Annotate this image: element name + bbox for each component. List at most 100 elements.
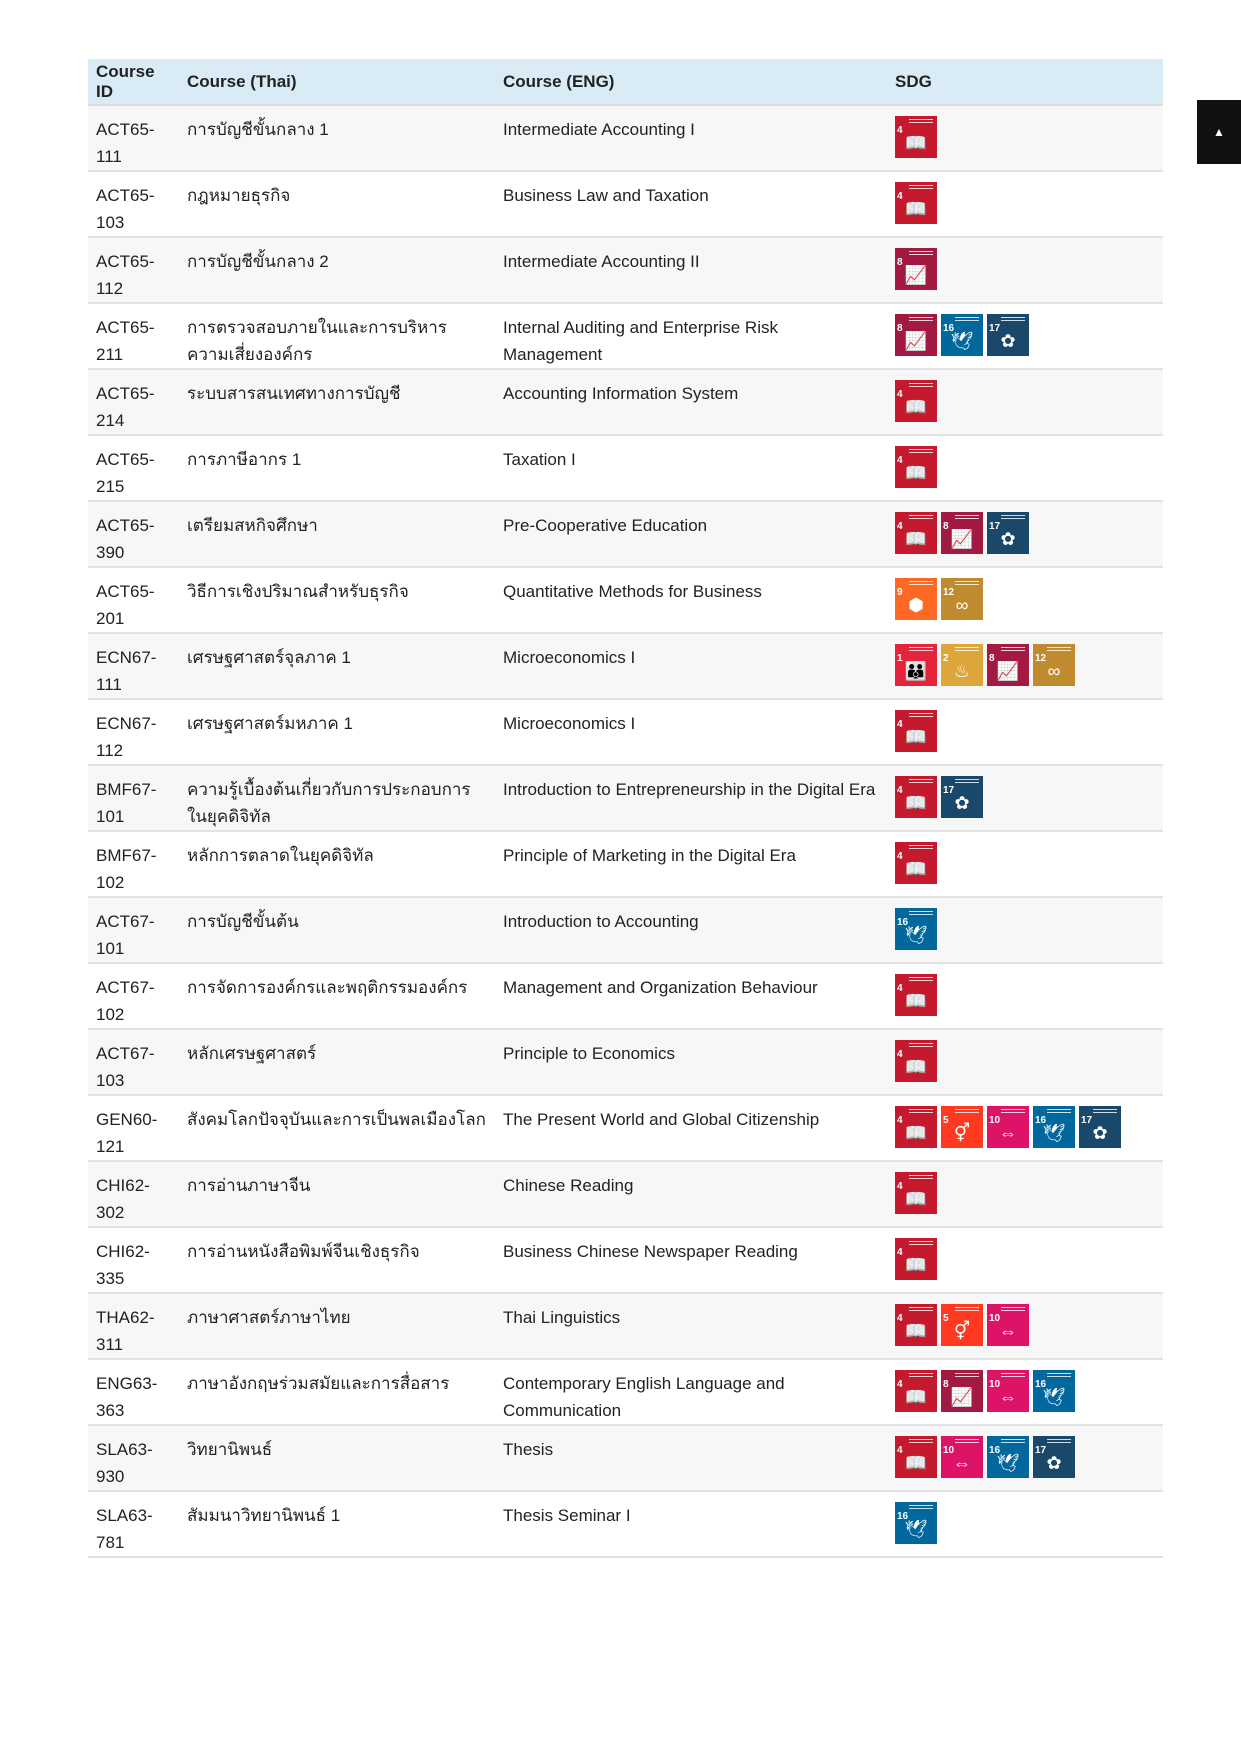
sdg-16-dove-icon[interactable]: 16 🕊 xyxy=(895,1502,937,1544)
sdg-4-book-icon[interactable]: 4 📖 xyxy=(895,1172,937,1214)
sdg-4-book-icon[interactable]: 4 📖 xyxy=(895,1436,937,1478)
sdg-17-flower-rings-icon[interactable]: 17 ✿ xyxy=(1033,1436,1075,1478)
sdg-list: 4 📖 8 📈 10 ⇔ 16 🕊 xyxy=(895,1370,1155,1412)
cell-id: ACT67-103 xyxy=(88,1029,179,1096)
sdg-list: 4 📖 xyxy=(895,842,1155,884)
sdg-10-inequality-arrows-icon[interactable]: 10 ⇔ xyxy=(987,1106,1029,1148)
sdg-4-book-icon[interactable]: 4 📖 xyxy=(895,842,937,884)
sdg-number: 4 xyxy=(897,719,903,730)
sdg-4-book-icon[interactable]: 4 📖 xyxy=(895,1238,937,1280)
sdg-8-growth-chart-icon[interactable]: 8 📈 xyxy=(987,644,1029,686)
sdg-1-people-icon[interactable]: 1 👪 xyxy=(895,644,937,686)
sdg-17-flower-rings-icon[interactable]: 17 ✿ xyxy=(941,776,983,818)
cell-eng: Management and Organization Behaviour xyxy=(495,963,887,1030)
sdg-number: 16 xyxy=(1035,1379,1047,1390)
sdg-4-book-icon[interactable]: 4 📖 xyxy=(895,1370,937,1412)
sdg-number: 2 xyxy=(943,653,949,664)
sdg-number: 4 xyxy=(897,191,903,202)
sdg-4-book-icon[interactable]: 4 📖 xyxy=(895,116,937,158)
sdg-4-book-icon[interactable]: 4 📖 xyxy=(895,512,937,554)
sdg-17-flower-rings-icon[interactable]: 17 ✿ xyxy=(987,314,1029,356)
table-row: GEN60-121 สังคมโลกปัจจุบันและการเป็นพลเมื… xyxy=(88,1095,1163,1162)
cell-thai: วิทยานิพนธ์ xyxy=(179,1425,495,1492)
sdg-title-lines xyxy=(1001,1307,1025,1311)
sdg-list: 4 📖 xyxy=(895,182,1155,224)
sdg-list: 1 👪 2 ♨ 8 📈 12 ∞ xyxy=(895,644,1155,686)
table-row: ECN67-112 เศรษฐศาสตร์มหภาค 1 Microeconomic… xyxy=(88,699,1163,766)
sdg-list: 4 📖 17 ✿ xyxy=(895,776,1155,818)
sdg-title-lines xyxy=(909,647,933,651)
sdg-16-dove-icon[interactable]: 16 🕊 xyxy=(941,314,983,356)
book-icon: 📖 xyxy=(904,397,928,417)
sdg-10-inequality-arrows-icon[interactable]: 10 ⇔ xyxy=(987,1370,1029,1412)
dove-icon: 🕊 xyxy=(996,1453,1020,1473)
sdg-10-inequality-arrows-icon[interactable]: 10 ⇔ xyxy=(987,1304,1029,1346)
cell-eng: Intermediate Accounting I xyxy=(495,105,887,172)
cell-thai: ความรู้เบื้องต้นเกี่ยวกับการประกอบการในย… xyxy=(179,765,495,832)
sdg-4-book-icon[interactable]: 4 📖 xyxy=(895,182,937,224)
cell-thai: หลักการตลาดในยุคดิจิทัล xyxy=(179,831,495,898)
scroll-to-top-button[interactable]: ▲ xyxy=(1197,100,1241,164)
sdg-8-growth-chart-icon[interactable]: 8 📈 xyxy=(895,314,937,356)
sdg-4-book-icon[interactable]: 4 📖 xyxy=(895,710,937,752)
header-course-id: Course ID xyxy=(88,59,179,106)
sdg-8-growth-chart-icon[interactable]: 8 📈 xyxy=(941,512,983,554)
flower-rings-icon: ✿ xyxy=(1000,331,1016,351)
sdg-4-book-icon[interactable]: 4 📖 xyxy=(895,1040,937,1082)
sdg-8-growth-chart-icon[interactable]: 8 📈 xyxy=(941,1370,983,1412)
table-row: ACT65-112 การบัญชีขั้นกลาง 2 Intermediate … xyxy=(88,237,1163,304)
cell-thai: การอ่านหนังสือพิมพ์จีนเชิงธุรกิจ xyxy=(179,1227,495,1294)
sdg-17-flower-rings-icon[interactable]: 17 ✿ xyxy=(1079,1106,1121,1148)
sdg-5-gender-equality-icon[interactable]: 5 ⚥ xyxy=(941,1304,983,1346)
sdg-12-infinity-icon[interactable]: 12 ∞ xyxy=(941,578,983,620)
sdg-number: 16 xyxy=(943,323,955,334)
sdg-16-dove-icon[interactable]: 16 🕊 xyxy=(1033,1106,1075,1148)
sdg-4-book-icon[interactable]: 4 📖 xyxy=(895,974,937,1016)
sdg-16-dove-icon[interactable]: 16 🕊 xyxy=(987,1436,1029,1478)
cell-id: ECN67-112 xyxy=(88,699,179,766)
cell-sdg: 4 📖 10 ⇔ 16 🕊 17 ✿ xyxy=(887,1425,1163,1492)
sdg-8-growth-chart-icon[interactable]: 8 📈 xyxy=(895,248,937,290)
sdg-4-book-icon[interactable]: 4 📖 xyxy=(895,446,937,488)
sdg-2-bowl-icon[interactable]: 2 ♨ xyxy=(941,644,983,686)
cell-thai: วิธีการเชิงปริมาณสำหรับธุรกิจ xyxy=(179,567,495,634)
table-row: ACT67-103 หลักเศรษฐศาสตร์ Principle to Eco… xyxy=(88,1029,1163,1096)
sdg-title-lines xyxy=(909,119,933,123)
header-course-eng: Course (ENG) xyxy=(495,59,887,106)
sdg-9-cubes-icon[interactable]: 9 ⬢ xyxy=(895,578,937,620)
cell-sdg: 9 ⬢ 12 ∞ xyxy=(887,567,1163,634)
cell-thai: สัมมนาวิทยานิพนธ์ 1 xyxy=(179,1491,495,1558)
sdg-4-book-icon[interactable]: 4 📖 xyxy=(895,380,937,422)
cell-thai: ภาษาอังกฤษร่วมสมัยและการสื่อสาร xyxy=(179,1359,495,1426)
sdg-list: 4 📖 xyxy=(895,116,1155,158)
sdg-list: 4 📖 8 📈 17 ✿ xyxy=(895,512,1155,554)
sdg-4-book-icon[interactable]: 4 📖 xyxy=(895,776,937,818)
cell-id: SLA63-930 xyxy=(88,1425,179,1492)
cell-id: ACT65-201 xyxy=(88,567,179,634)
book-icon: 📖 xyxy=(904,859,928,879)
sdg-12-infinity-icon[interactable]: 12 ∞ xyxy=(1033,644,1075,686)
inequality-arrows-icon: ⇔ xyxy=(999,1123,1017,1143)
sdg-number: 4 xyxy=(897,1247,903,1258)
cell-thai: ระบบสารสนเทศทางการบัญชี xyxy=(179,369,495,436)
sdg-number: 8 xyxy=(943,1379,949,1390)
table-row: ENG63-363 ภาษาอังกฤษร่วมสมัยและการสื่อสาร… xyxy=(88,1359,1163,1426)
book-icon: 📖 xyxy=(904,793,928,813)
sdg-17-flower-rings-icon[interactable]: 17 ✿ xyxy=(987,512,1029,554)
sdg-number: 10 xyxy=(989,1313,1001,1324)
sdg-5-gender-equality-icon[interactable]: 5 ⚥ xyxy=(941,1106,983,1148)
cell-sdg: 4 📖 xyxy=(887,369,1163,436)
people-icon: 👪 xyxy=(904,661,928,681)
sdg-4-book-icon[interactable]: 4 📖 xyxy=(895,1304,937,1346)
sdg-title-lines xyxy=(909,1241,933,1245)
sdg-16-dove-icon[interactable]: 16 🕊 xyxy=(895,908,937,950)
cell-id: ENG63-363 xyxy=(88,1359,179,1426)
sdg-title-lines xyxy=(1001,1109,1025,1113)
table-row: CHI62-335 การอ่านหนังสือพิมพ์จีนเชิงธุรกิ… xyxy=(88,1227,1163,1294)
table-row: ECN67-111 เศรษฐศาสตร์จุลภาค 1 Microeconomi… xyxy=(88,633,1163,700)
sdg-4-book-icon[interactable]: 4 📖 xyxy=(895,1106,937,1148)
cell-thai: การบัญชีขั้นกลาง 2 xyxy=(179,237,495,304)
sdg-10-inequality-arrows-icon[interactable]: 10 ⇔ xyxy=(941,1436,983,1478)
sdg-16-dove-icon[interactable]: 16 🕊 xyxy=(1033,1370,1075,1412)
sdg-list: 4 📖 xyxy=(895,710,1155,752)
